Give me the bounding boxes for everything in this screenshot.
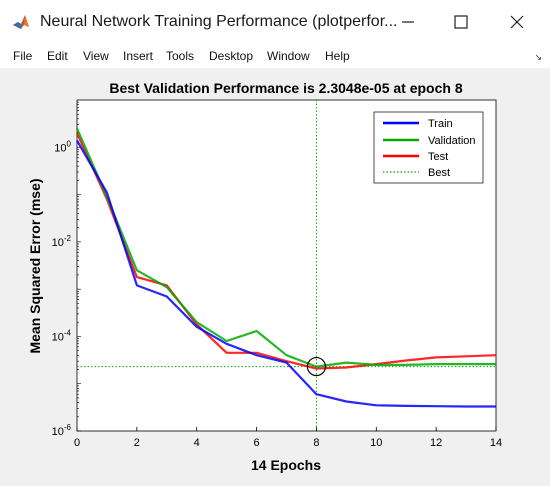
- legend-validation-label: Validation: [428, 135, 476, 147]
- y-tick-label: 10-6: [52, 423, 72, 438]
- menu-tools[interactable]: Tools: [166, 49, 195, 63]
- close-button[interactable]: [497, 8, 537, 36]
- legend-train-label: Train: [428, 118, 453, 130]
- series-line-test: [75, 132, 497, 370]
- x-tick-label: 14: [490, 437, 502, 449]
- y-tick-label: 10-4: [52, 328, 72, 343]
- dock-arrow-icon[interactable]: ↘: [534, 52, 542, 62]
- menu-desktop[interactable]: Desktop: [209, 49, 254, 63]
- x-tick-label: 8: [313, 437, 319, 449]
- series-line-validation: [75, 128, 496, 368]
- legend-test-label: Test: [428, 151, 448, 163]
- figure-area: Best Validation Performance is 2.3048e-0…: [0, 68, 550, 481]
- x-tick-label: 10: [370, 437, 382, 449]
- maximize-button[interactable]: [441, 8, 481, 36]
- menu-edit[interactable]: Edit: [47, 49, 68, 63]
- y-tick-label: 100: [54, 139, 71, 154]
- series-line-train: [76, 139, 496, 408]
- menu-view[interactable]: View: [83, 49, 109, 63]
- x-tick-label: 0: [74, 437, 80, 449]
- matlab-logo-icon: [12, 13, 30, 31]
- legend: Train Validation Test Best: [373, 111, 484, 184]
- y-axis-label: Mean Squared Error (mse): [27, 178, 43, 353]
- x-tick-label: 4: [194, 437, 200, 449]
- minimize-button[interactable]: [388, 8, 428, 36]
- performance-chart: Best Validation Performance is 2.3048e-0…: [27, 80, 502, 473]
- window-title: Neural Network Training Performance (plo…: [40, 13, 398, 30]
- x-tick-label: 6: [254, 437, 260, 449]
- x-axis-label: 14 Epochs: [251, 457, 321, 473]
- legend-best-label: Best: [428, 167, 450, 179]
- minimize-icon: [402, 21, 414, 23]
- chart-title: Best Validation Performance is 2.3048e-0…: [109, 80, 462, 96]
- menu-help[interactable]: Help: [325, 49, 350, 63]
- menu-bar: File Edit View Insert Tools Desktop Wind…: [0, 44, 550, 68]
- menu-insert[interactable]: Insert: [123, 49, 154, 63]
- menu-file[interactable]: File: [13, 49, 33, 63]
- x-tick-label: 2: [134, 437, 140, 449]
- best-point-marker: [306, 356, 327, 377]
- x-tick-label: 12: [430, 437, 442, 449]
- maximize-icon: [454, 15, 468, 29]
- menu-window[interactable]: Window: [267, 49, 310, 63]
- close-icon: [510, 15, 524, 29]
- title-bar: Neural Network Training Performance (plo…: [0, 0, 550, 44]
- y-tick-label: 10-2: [52, 234, 72, 249]
